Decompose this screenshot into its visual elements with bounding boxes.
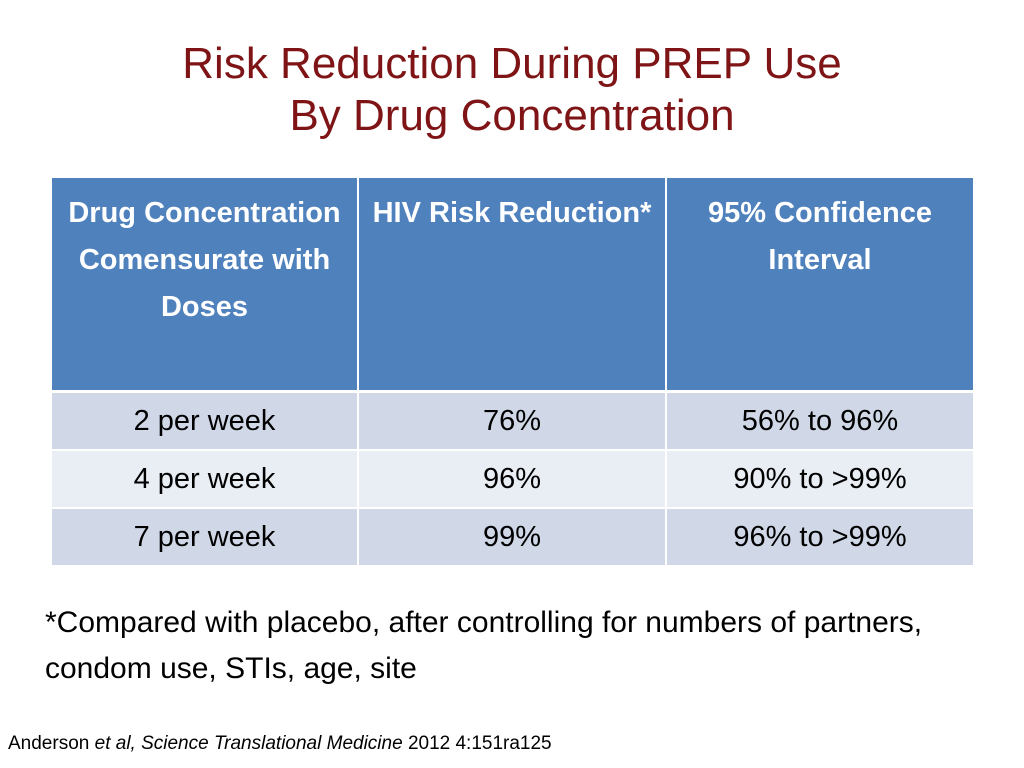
footnote: *Compared with placebo, after controllin… <box>45 606 923 685</box>
cell-confidence-interval: 90% to >99% <box>665 449 975 509</box>
cell-confidence-interval: 56% to 96% <box>665 390 975 451</box>
cell-risk-reduction: 96% <box>357 449 667 509</box>
slide-title: Risk Reduction During PREP Use By Drug C… <box>0 38 1024 142</box>
cell-dose: 7 per week <box>50 507 359 567</box>
title-line-1: Risk Reduction During PREP Use <box>182 39 842 88</box>
title-line-2: By Drug Concentration <box>289 91 735 140</box>
cell-dose: 2 per week <box>50 390 359 451</box>
table-row: 2 per week 76% 56% to 96% <box>50 390 975 451</box>
cell-confidence-interval: 96% to >99% <box>665 507 975 567</box>
header-hiv-risk-reduction: HIV Risk Reduction* <box>357 178 667 393</box>
header-confidence-interval: 95% Confidence Interval <box>665 178 975 393</box>
risk-reduction-table: Drug Concentration Comensurate with Dose… <box>50 178 975 567</box>
cell-risk-reduction: 76% <box>357 390 667 451</box>
table-row: 4 per week 96% 90% to >99% <box>50 449 975 509</box>
header-drug-concentration: Drug Concentration Comensurate with Dose… <box>50 178 359 393</box>
cell-dose: 4 per week <box>50 449 359 509</box>
citation-journal: et al, Science Translational Medicine <box>94 733 403 754</box>
citation: Anderson et al, Science Translational Me… <box>8 733 552 755</box>
citation-reference: 2012 4:151ra125 <box>407 733 552 754</box>
cell-risk-reduction: 99% <box>357 507 667 567</box>
citation-author: Anderson <box>8 733 90 754</box>
table-row: 7 per week 99% 96% to >99% <box>50 507 975 567</box>
table-header-row: Drug Concentration Comensurate with Dose… <box>50 178 975 393</box>
